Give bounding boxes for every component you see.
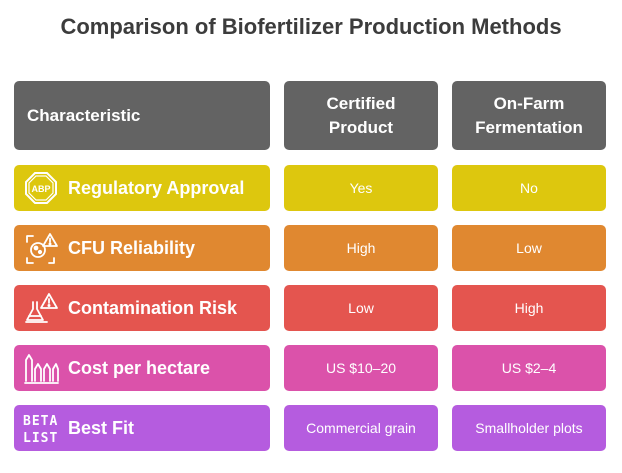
row-label: Best Fit [68, 417, 135, 438]
certified-value: Yes [284, 165, 438, 211]
svg-text:LIST: LIST [23, 431, 58, 446]
onfarm-value: US $2–4 [452, 345, 606, 391]
header-onfarm: On-Farm Fermentation [452, 81, 606, 150]
onfarm-value: No [452, 165, 606, 211]
header-characteristic: Characteristic [14, 81, 270, 150]
row-label-cell: Cost per hectare [14, 345, 270, 391]
onfarm-value: Smallholder plots [452, 405, 606, 451]
header-certified: Certified Product [284, 81, 438, 150]
row-label-cell: BETA LIST Best Fit [14, 405, 270, 451]
svg-text:BETA: BETA [23, 414, 58, 429]
abp-stop-sign-icon: ABP [22, 169, 60, 207]
certified-value: US $10–20 [284, 345, 438, 391]
certified-value: High [284, 225, 438, 271]
row-label: Regulatory Approval [68, 177, 245, 198]
svg-text:ABP: ABP [31, 184, 50, 194]
beta-list-logo: BETA LIST [22, 409, 60, 447]
onfarm-value: High [452, 285, 606, 331]
certified-value: Commercial grain [284, 405, 438, 451]
row-label: CFU Reliability [68, 237, 196, 258]
onfarm-value: Low [452, 225, 606, 271]
bars-icon [22, 349, 60, 387]
row-label: Cost per hectare [68, 357, 211, 378]
page-title: Comparison of Biofertilizer Production M… [60, 14, 562, 39]
microbe-warning-icon [22, 229, 60, 267]
row-label: Contamination Risk [68, 297, 238, 318]
row-label-cell: Contamination Risk [14, 285, 270, 331]
certified-value: Low [284, 285, 438, 331]
row-label-cell: CFU Reliability [14, 225, 270, 271]
lab-warning-icon [22, 289, 60, 327]
row-label-cell: ABP Regulatory Approval [14, 165, 270, 211]
